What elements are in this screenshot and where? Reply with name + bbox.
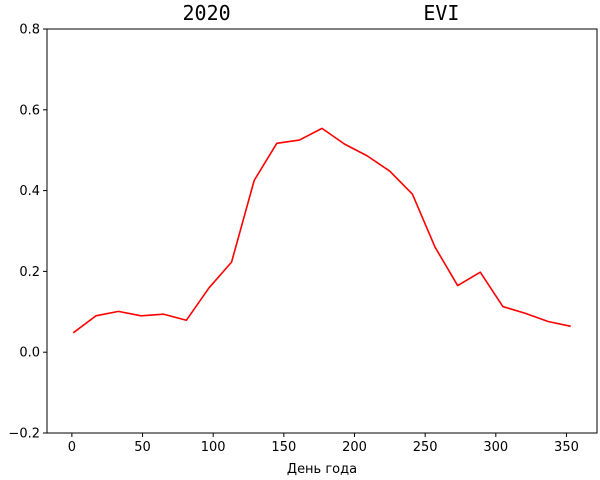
x-tick-label: 300	[483, 440, 508, 455]
y-tick-label: 0.4	[19, 184, 40, 199]
chart-title: 2020 EVI	[183, 1, 460, 25]
x-tick-label: 50	[134, 440, 151, 455]
x-tick-label: 150	[271, 440, 296, 455]
y-axis: −0.2 0.0 0.2 0.4 0.6 0.8	[8, 23, 47, 442]
y-tick-label: 0.8	[19, 23, 40, 38]
plot-frame	[46, 28, 598, 434]
x-axis-label: День года	[287, 462, 357, 477]
series-line-0	[72, 127, 571, 334]
y-tick-label: 0.2	[19, 265, 40, 280]
x-axis: 0 50 100 150 200 250 300 350	[68, 433, 579, 455]
y-tick-label: 0.0	[19, 346, 40, 361]
series-layer	[72, 127, 571, 334]
x-tick-label: 0	[68, 440, 76, 455]
x-tick-label: 350	[554, 440, 579, 455]
y-tick-label: −0.2	[8, 427, 40, 442]
x-tick-label: 200	[342, 440, 367, 455]
y-tick-label: 0.6	[19, 103, 40, 118]
x-tick-label: 250	[413, 440, 438, 455]
x-tick-label: 100	[201, 440, 226, 455]
